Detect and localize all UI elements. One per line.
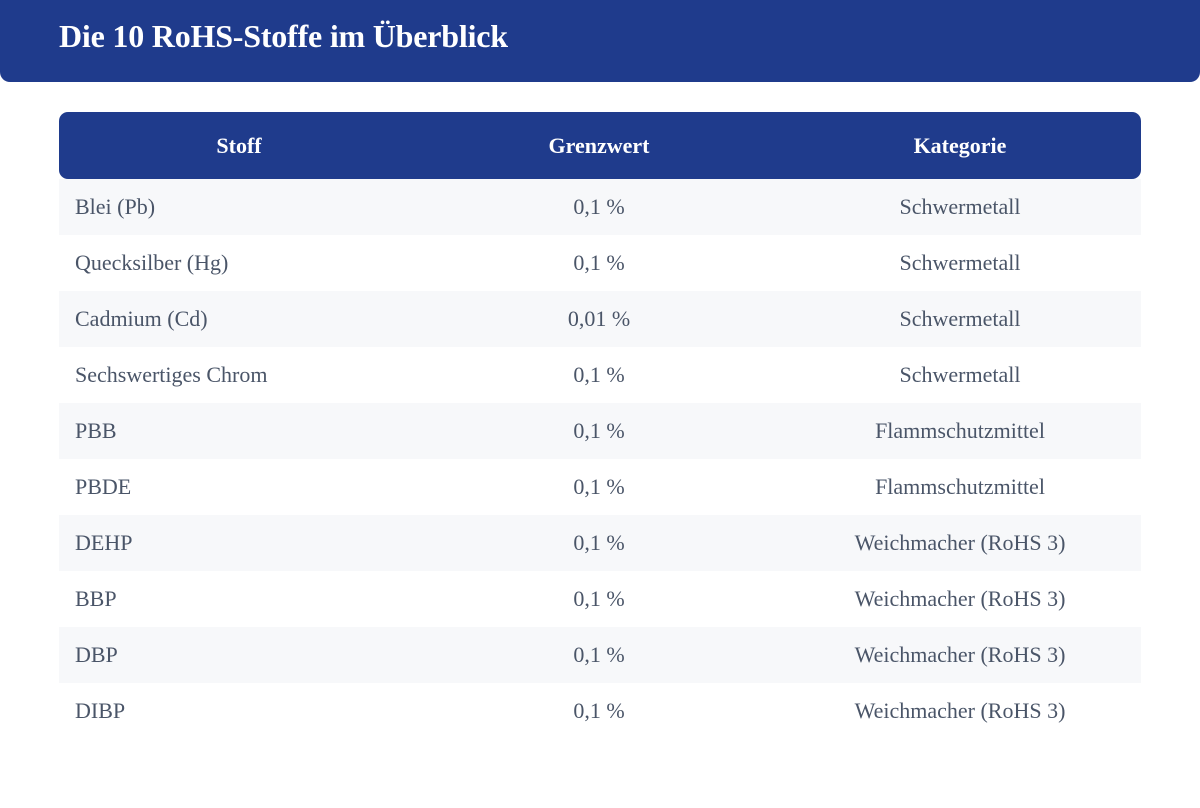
table-row: BBP 0,1 % Weichmacher (RoHS 3) (59, 571, 1141, 627)
table-row: Quecksilber (Hg) 0,1 % Schwermetall (59, 235, 1141, 291)
cell-grenzwert: 0,1 % (419, 235, 779, 291)
cell-stoff: DIBP (59, 683, 419, 739)
cell-kategorie: Flammschutzmittel (779, 459, 1141, 515)
cell-stoff: BBP (59, 571, 419, 627)
cell-grenzwert: 0,1 % (419, 683, 779, 739)
cell-kategorie: Weichmacher (RoHS 3) (779, 515, 1141, 571)
cell-grenzwert: 0,1 % (419, 179, 779, 235)
table-row: Blei (Pb) 0,1 % Schwermetall (59, 179, 1141, 235)
column-header-kategorie: Kategorie (779, 112, 1141, 179)
cell-grenzwert: 0,1 % (419, 571, 779, 627)
rohs-table: Stoff Grenzwert Kategorie Blei (Pb) 0,1 … (59, 112, 1141, 739)
cell-kategorie: Weichmacher (RoHS 3) (779, 571, 1141, 627)
cell-kategorie: Schwermetall (779, 235, 1141, 291)
table-header: Stoff Grenzwert Kategorie (59, 112, 1141, 179)
cell-kategorie: Weichmacher (RoHS 3) (779, 627, 1141, 683)
table-row: DBP 0,1 % Weichmacher (RoHS 3) (59, 627, 1141, 683)
cell-grenzwert: 0,1 % (419, 347, 779, 403)
cell-kategorie: Schwermetall (779, 291, 1141, 347)
cell-kategorie: Weichmacher (RoHS 3) (779, 683, 1141, 739)
cell-stoff: DEHP (59, 515, 419, 571)
header-banner: Die 10 RoHS-Stoffe im Überblick (0, 0, 1200, 82)
cell-kategorie: Flammschutzmittel (779, 403, 1141, 459)
cell-kategorie: Schwermetall (779, 179, 1141, 235)
cell-grenzwert: 0,01 % (419, 291, 779, 347)
table-row: PBDE 0,1 % Flammschutzmittel (59, 459, 1141, 515)
table-row: DEHP 0,1 % Weichmacher (RoHS 3) (59, 515, 1141, 571)
cell-stoff: Blei (Pb) (59, 179, 419, 235)
table-row: Sechswertiges Chrom 0,1 % Schwermetall (59, 347, 1141, 403)
table-body: Blei (Pb) 0,1 % Schwermetall Quecksilber… (59, 179, 1141, 739)
table-row: DIBP 0,1 % Weichmacher (RoHS 3) (59, 683, 1141, 739)
cell-stoff: Quecksilber (Hg) (59, 235, 419, 291)
cell-stoff: DBP (59, 627, 419, 683)
cell-grenzwert: 0,1 % (419, 515, 779, 571)
cell-grenzwert: 0,1 % (419, 459, 779, 515)
page-title: Die 10 RoHS-Stoffe im Überblick (59, 18, 508, 54)
cell-grenzwert: 0,1 % (419, 403, 779, 459)
table-header-row: Stoff Grenzwert Kategorie (59, 112, 1141, 179)
table-row: Cadmium (Cd) 0,01 % Schwermetall (59, 291, 1141, 347)
cell-stoff: Sechswertiges Chrom (59, 347, 419, 403)
cell-stoff: PBDE (59, 459, 419, 515)
cell-stoff: Cadmium (Cd) (59, 291, 419, 347)
cell-kategorie: Schwermetall (779, 347, 1141, 403)
cell-grenzwert: 0,1 % (419, 627, 779, 683)
rohs-table-container: Stoff Grenzwert Kategorie Blei (Pb) 0,1 … (59, 112, 1141, 739)
cell-stoff: PBB (59, 403, 419, 459)
column-header-grenzwert: Grenzwert (419, 112, 779, 179)
column-header-stoff: Stoff (59, 112, 419, 179)
table-row: PBB 0,1 % Flammschutzmittel (59, 403, 1141, 459)
